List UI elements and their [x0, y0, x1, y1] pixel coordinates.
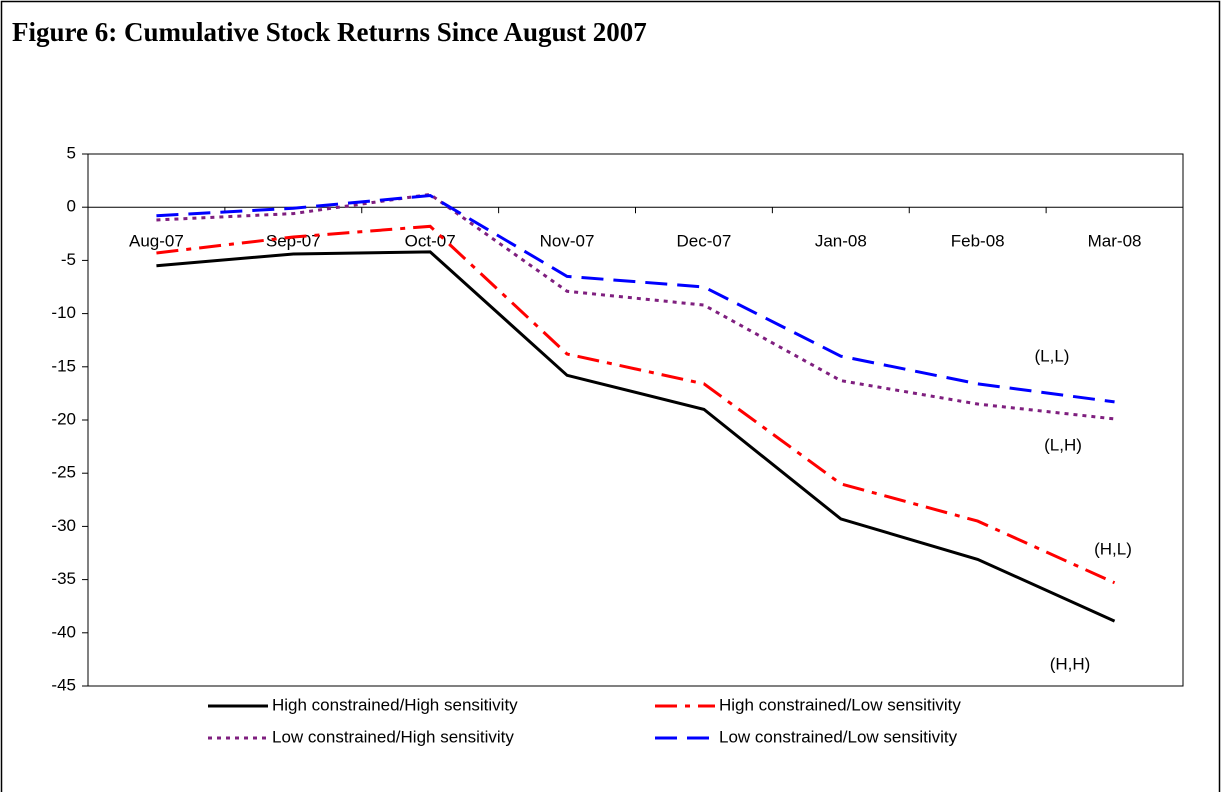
x-tick-label: Mar-08: [1088, 232, 1142, 251]
y-tick-label: -35: [51, 569, 76, 588]
plot-area: [87, 153, 1184, 687]
chart-title: Figure 6: Cumulative Stock Returns Since…: [12, 17, 647, 47]
x-tick-label: Dec-07: [677, 232, 732, 251]
legend-label: High constrained/High sensitivity: [272, 695, 518, 714]
legend-label: High constrained/Low sensitivity: [719, 695, 961, 714]
annotation: (H,L): [1094, 539, 1132, 558]
y-tick-label: -45: [51, 675, 76, 694]
y-tick-label: -5: [61, 250, 76, 269]
series-line: [156, 193, 1115, 404]
annotation: (L,H): [1044, 435, 1082, 454]
y-tick-label: -10: [51, 303, 76, 322]
y-tick-label: -15: [51, 356, 76, 375]
x-tick-label: Sep-07: [266, 232, 321, 251]
series-line: [156, 192, 1115, 421]
y-tick-label: -40: [51, 622, 76, 641]
legend-label: Low constrained/High sensitivity: [272, 727, 514, 746]
x-tick-label: Feb-08: [951, 232, 1005, 251]
x-tick-label: Nov-07: [540, 232, 595, 251]
series-line: [156, 250, 1116, 623]
series-line: [156, 224, 1116, 585]
y-tick-label: 0: [67, 197, 76, 216]
y-tick-label: 5: [67, 143, 76, 162]
annotation: (L,L): [1035, 346, 1070, 365]
legend-label: Low constrained/Low sensitivity: [719, 727, 958, 746]
x-tick-label: Oct-07: [405, 232, 456, 251]
y-tick-label: -30: [51, 516, 76, 535]
x-tick-label: Aug-07: [129, 232, 184, 251]
annotation: (H,H): [1050, 654, 1091, 673]
y-tick-label: -20: [51, 409, 76, 428]
x-tick-label: Jan-08: [815, 232, 867, 251]
y-tick-label: -25: [51, 463, 76, 482]
